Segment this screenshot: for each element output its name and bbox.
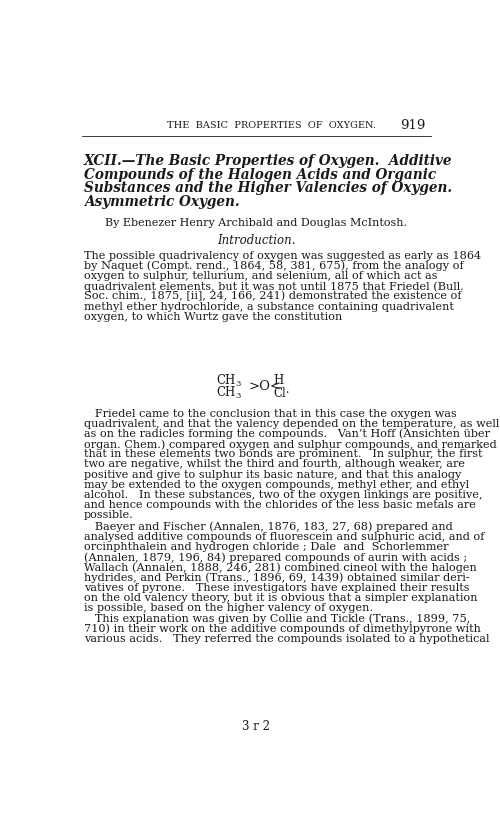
Text: alcohol.   In these substances, two of the oxygen linkings are positive,: alcohol. In these substances, two of the… bbox=[84, 490, 482, 500]
Text: oxygen to sulphur, tellurium, and selenium, all of which act as: oxygen to sulphur, tellurium, and seleni… bbox=[84, 271, 438, 281]
Text: may be extended to the oxygen compounds, methyl ether, and ethyl: may be extended to the oxygen compounds,… bbox=[84, 479, 469, 490]
Text: possible.: possible. bbox=[84, 510, 134, 521]
Text: By Ebenezer Henry Archibald and Douglas McIntosh.: By Ebenezer Henry Archibald and Douglas … bbox=[105, 218, 407, 228]
Text: $\mathregular{CH_3}$: $\mathregular{CH_3}$ bbox=[216, 373, 242, 389]
Text: oxygen, to which Wurtz gave the constitution: oxygen, to which Wurtz gave the constitu… bbox=[84, 312, 342, 322]
Text: Asymmetric Oxygen.: Asymmetric Oxygen. bbox=[84, 195, 240, 209]
Text: 919: 919 bbox=[400, 120, 425, 133]
Text: orcinphthalein and hydrogen chloride ; Dale  and  Schorlemmer: orcinphthalein and hydrogen chloride ; D… bbox=[84, 542, 448, 552]
Text: on the old valency theory, but it is obvious that a simpler explanation: on the old valency theory, but it is obv… bbox=[84, 593, 477, 603]
Text: >O<: >O< bbox=[248, 380, 282, 394]
Text: Cl·: Cl· bbox=[274, 387, 290, 399]
Text: quadrivalent, and that the valency depended on the temperature, as well: quadrivalent, and that the valency depen… bbox=[84, 419, 500, 429]
Text: Friedel came to the conclusion that in this case the oxygen was: Friedel came to the conclusion that in t… bbox=[84, 408, 457, 418]
Text: methyl ether hydrochloride, a substance containing quadrivalent: methyl ether hydrochloride, a substance … bbox=[84, 301, 454, 312]
Text: Baeyer and Fischer (Annalen, 1876, 183, 27, 68) prepared and: Baeyer and Fischer (Annalen, 1876, 183, … bbox=[84, 521, 453, 532]
Text: by Naquet (Compt. rend., 1864, 58, 381, 675), from the analogy of: by Naquet (Compt. rend., 1864, 58, 381, … bbox=[84, 261, 464, 271]
Text: Soc. chim., 1875, [ii], 24, 166, 241) demonstrated the existence of: Soc. chim., 1875, [ii], 24, 166, 241) de… bbox=[84, 291, 462, 302]
Text: organ. Chem.) compared oxygen and sulphur compounds, and remarked: organ. Chem.) compared oxygen and sulphu… bbox=[84, 439, 497, 450]
Text: 3 r 2: 3 r 2 bbox=[242, 719, 270, 733]
Text: and hence compounds with the chlorides of the less basic metals are: and hence compounds with the chlorides o… bbox=[84, 500, 476, 510]
Text: as on the radicles forming the compounds.   Van’t Hoff (Ansichten über: as on the radicles forming the compounds… bbox=[84, 429, 490, 440]
Text: analysed additive compounds of fluorescein and sulphuric acid, and of: analysed additive compounds of fluoresce… bbox=[84, 532, 484, 542]
Text: XCII.—The Basic Properties of Oxygen.  Additive: XCII.—The Basic Properties of Oxygen. Ad… bbox=[84, 154, 452, 168]
Text: is possible, based on the higher valency of oxygen.: is possible, based on the higher valency… bbox=[84, 603, 373, 613]
Text: This explanation was given by Collie and Tickle (Trans., 1899, 75,: This explanation was given by Collie and… bbox=[84, 613, 470, 624]
Text: Introduction.: Introduction. bbox=[217, 233, 296, 247]
Text: Substances and the Higher Valencies of Oxygen.: Substances and the Higher Valencies of O… bbox=[84, 182, 452, 196]
Text: hydrides, and Perkin (Trans., 1896, 69, 1439) obtained similar deri-: hydrides, and Perkin (Trans., 1896, 69, … bbox=[84, 573, 470, 583]
Text: Wallach (Annalen, 1888, 246, 281) combined cineol with the halogen: Wallach (Annalen, 1888, 246, 281) combin… bbox=[84, 563, 477, 573]
Text: (Annalen, 1879, 196, 84) prepared compounds of aurin with acids ;: (Annalen, 1879, 196, 84) prepared compou… bbox=[84, 552, 468, 563]
Text: $\mathregular{CH_3}$: $\mathregular{CH_3}$ bbox=[216, 385, 242, 401]
Text: quadrivalent elements, but it was not until 1875 that Friedel (Bull.: quadrivalent elements, but it was not un… bbox=[84, 281, 464, 292]
Text: The possible quadrivalency of oxygen was suggested as early as 1864: The possible quadrivalency of oxygen was… bbox=[84, 251, 481, 261]
Text: two are negative, whilst the third and fourth, although weaker, are: two are negative, whilst the third and f… bbox=[84, 460, 465, 469]
Text: vatives of pyrone.   These investigators have explained their results: vatives of pyrone. These investigators h… bbox=[84, 582, 469, 592]
Text: that in these elements two bonds are prominent.   In sulphur, the first: that in these elements two bonds are pro… bbox=[84, 449, 482, 460]
Text: various acids.   They referred the compounds isolated to a hypothetical: various acids. They referred the compoun… bbox=[84, 634, 490, 644]
Text: positive and give to sulphur its basic nature, and that this analogy: positive and give to sulphur its basic n… bbox=[84, 469, 462, 479]
Text: Compounds of the Halogen Acids and Organic: Compounds of the Halogen Acids and Organ… bbox=[84, 168, 436, 182]
Text: THE  BASIC  PROPERTIES  OF  OXYGEN.: THE BASIC PROPERTIES OF OXYGEN. bbox=[167, 121, 376, 130]
Text: 710) in their work on the additive compounds of dimethylpyrone with: 710) in their work on the additive compo… bbox=[84, 624, 481, 634]
Text: H: H bbox=[274, 375, 283, 387]
